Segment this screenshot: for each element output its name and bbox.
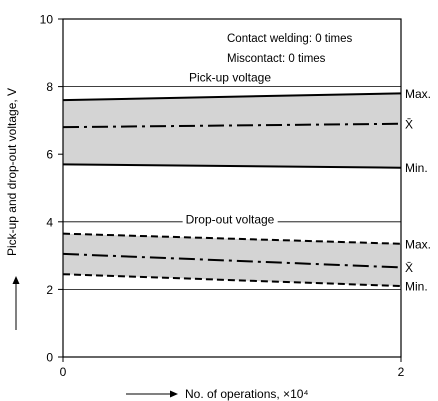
series-lines: [62, 92, 402, 288]
band-0: [63, 93, 401, 168]
x-axis-arrow: [126, 390, 178, 398]
series-end-label-g0-s2: Min.: [405, 161, 428, 175]
group-label-bg-0: [185, 69, 275, 86]
y-tick-label-2: 2: [46, 283, 53, 297]
plot-frame: [62, 18, 402, 358]
series-end-label-g1-s0: Max.: [405, 237, 431, 251]
y-tick-label-10: 10: [40, 13, 54, 27]
x-tick-label-0: 0: [60, 365, 67, 379]
series-end-label-g0-s1: X̄: [405, 117, 413, 131]
group-labels: Pick-up voltage Drop-out voltage: [182, 69, 278, 228]
series-end-labels: Max. X̄ Min. Max. X̄ Min.: [405, 87, 431, 294]
y-tick-label-0: 0: [46, 351, 53, 365]
y-axis-label: Pick-up and drop-out voltage, V: [5, 88, 19, 256]
y-tick-label-4: 4: [46, 215, 53, 229]
annotation-miscontact: Miscontact: 0 times: [227, 53, 326, 65]
group-label-0: Pick-up voltage: [189, 71, 271, 85]
band-1: [63, 233, 401, 287]
x-axis-label: No. of operations, ×10⁴: [185, 387, 309, 401]
series-end-label-g1-s1: X̄: [405, 261, 413, 275]
series-line-g1-s0: [62, 232, 402, 245]
y-axis-arrow: [12, 276, 20, 330]
series-end-label-g1-s2: Min.: [405, 280, 428, 294]
annotation-contact-welding: Contact welding: 0 times: [227, 33, 353, 45]
series-line-g1-s2: [62, 273, 402, 288]
axis-ticks: 0 2 4 6 8 10 0 2: [40, 13, 405, 380]
group-label-1: Drop-out voltage: [186, 213, 275, 227]
y-tick-label-6: 6: [46, 148, 53, 162]
group-label-bg-1: [182, 211, 278, 228]
y-tick-label-8: 8: [46, 80, 53, 94]
x-tick-label-2: 2: [398, 365, 405, 379]
series-line-g0-s2: [62, 163, 402, 169]
series-line-g0-s0: [62, 92, 402, 102]
band-areas: [63, 93, 401, 287]
series-end-label-g0-s0: Max.: [405, 87, 431, 101]
